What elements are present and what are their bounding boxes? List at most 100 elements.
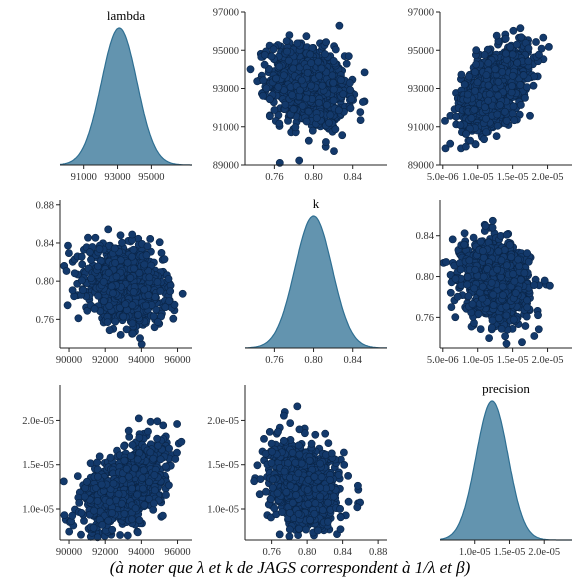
scatter-point bbox=[494, 314, 503, 323]
panel-2-2: k0.76 0.80 0.84 bbox=[244, 196, 387, 366]
scatter-point bbox=[493, 265, 501, 274]
scatter-point bbox=[509, 102, 518, 111]
scatter-point bbox=[112, 272, 121, 281]
scatter-point bbox=[282, 37, 291, 45]
scatter-point bbox=[288, 91, 296, 99]
scatter-point bbox=[526, 111, 534, 120]
scatter-point bbox=[153, 318, 162, 326]
scatter-point bbox=[524, 44, 533, 53]
scatter-point bbox=[508, 109, 517, 118]
scatter-point bbox=[329, 96, 338, 105]
scatter-point bbox=[142, 251, 151, 260]
scatter-point bbox=[269, 45, 278, 54]
scatter-point bbox=[508, 50, 517, 59]
scatter-point bbox=[283, 47, 291, 56]
scatter-point bbox=[519, 71, 528, 80]
x-tick-label: 93000 bbox=[104, 172, 130, 183]
scatter-point bbox=[468, 300, 477, 308]
scatter-point bbox=[146, 417, 155, 426]
scatter-point bbox=[466, 136, 475, 145]
scatter-point bbox=[95, 245, 104, 253]
scatter-point bbox=[487, 323, 496, 332]
scatter-point bbox=[329, 57, 338, 65]
scatter-point bbox=[484, 59, 493, 67]
scatter-point bbox=[346, 86, 354, 94]
y-tick-label: 97000 bbox=[408, 8, 434, 19]
x-tick-label: 2.0e-05 bbox=[532, 355, 564, 366]
scatter-point bbox=[338, 131, 347, 140]
scatter-point bbox=[489, 290, 498, 299]
scatter-point bbox=[79, 286, 87, 294]
scatter-point bbox=[482, 128, 491, 136]
scatter-point bbox=[488, 216, 497, 225]
scatter-point bbox=[307, 59, 315, 67]
scatter-point bbox=[497, 324, 506, 333]
x-tick-label: 90000 bbox=[56, 355, 82, 366]
scatter-point bbox=[134, 310, 142, 319]
x-tick-label: 1.0e-05 bbox=[462, 172, 494, 183]
scatter-point bbox=[63, 301, 72, 310]
scatter-point bbox=[463, 90, 472, 99]
scatter-point bbox=[509, 270, 517, 278]
scatter-point bbox=[121, 300, 130, 309]
scatter-point bbox=[259, 76, 268, 85]
scatter-point bbox=[94, 291, 102, 300]
y-tick-label: 89000 bbox=[408, 161, 434, 172]
scatter-point bbox=[447, 303, 456, 311]
scatter-point bbox=[464, 292, 473, 300]
scatter-point bbox=[178, 289, 187, 298]
scatter-point bbox=[155, 238, 164, 247]
scatter-point bbox=[481, 114, 490, 123]
scatter-point bbox=[267, 52, 276, 61]
x-tick-label: 5.0e-06 bbox=[427, 172, 459, 183]
scatter-point bbox=[509, 26, 518, 35]
x-tick-label: 1.0e-05 bbox=[462, 355, 494, 366]
scatter-point bbox=[493, 121, 502, 130]
scatter-point bbox=[493, 110, 502, 119]
scatter-point bbox=[260, 51, 269, 59]
scatter-point bbox=[484, 96, 492, 105]
y-tick-label: 0.84 bbox=[36, 238, 55, 249]
scatter-point bbox=[472, 60, 480, 69]
scatter-point bbox=[339, 90, 348, 98]
scatter-point bbox=[529, 81, 538, 90]
scatter-point bbox=[491, 65, 500, 74]
panel-title: lambda bbox=[107, 8, 145, 23]
scatter-point bbox=[345, 79, 354, 87]
scatter-point bbox=[502, 261, 511, 270]
scatter-point bbox=[329, 85, 338, 94]
scatter-point bbox=[118, 238, 126, 247]
scatter-point bbox=[494, 78, 503, 86]
scatter-point bbox=[469, 233, 478, 242]
scatter-point bbox=[342, 59, 351, 68]
scatter-point bbox=[492, 132, 501, 140]
scatter-point bbox=[134, 414, 143, 423]
scatter-point bbox=[460, 80, 469, 89]
scatter-point bbox=[307, 81, 315, 90]
scatter-point bbox=[329, 78, 338, 87]
scatter-point bbox=[337, 76, 345, 84]
scatter-point bbox=[502, 302, 511, 311]
scatter-point bbox=[143, 242, 152, 251]
scatter-point bbox=[492, 31, 501, 40]
scatter-point bbox=[145, 273, 154, 282]
scatter-point bbox=[119, 312, 128, 321]
scatter-point bbox=[110, 244, 119, 253]
scatter-point bbox=[129, 287, 138, 296]
scatter-point bbox=[158, 511, 167, 520]
scatter-point bbox=[312, 114, 321, 122]
scatter-point bbox=[537, 44, 546, 53]
scatter-point bbox=[129, 245, 138, 254]
scatter-point bbox=[62, 267, 71, 275]
scatter-point bbox=[321, 50, 329, 59]
scatter-point bbox=[141, 301, 150, 310]
scatter-point bbox=[314, 57, 322, 66]
x-tick-label: 5.0e-06 bbox=[427, 355, 459, 366]
scatter-point bbox=[456, 121, 465, 129]
x-tick-label: 95000 bbox=[138, 172, 164, 183]
scatter-point bbox=[140, 260, 149, 269]
scatter-point bbox=[275, 119, 284, 128]
scatter-point bbox=[523, 296, 531, 305]
scatter-point bbox=[539, 33, 548, 42]
